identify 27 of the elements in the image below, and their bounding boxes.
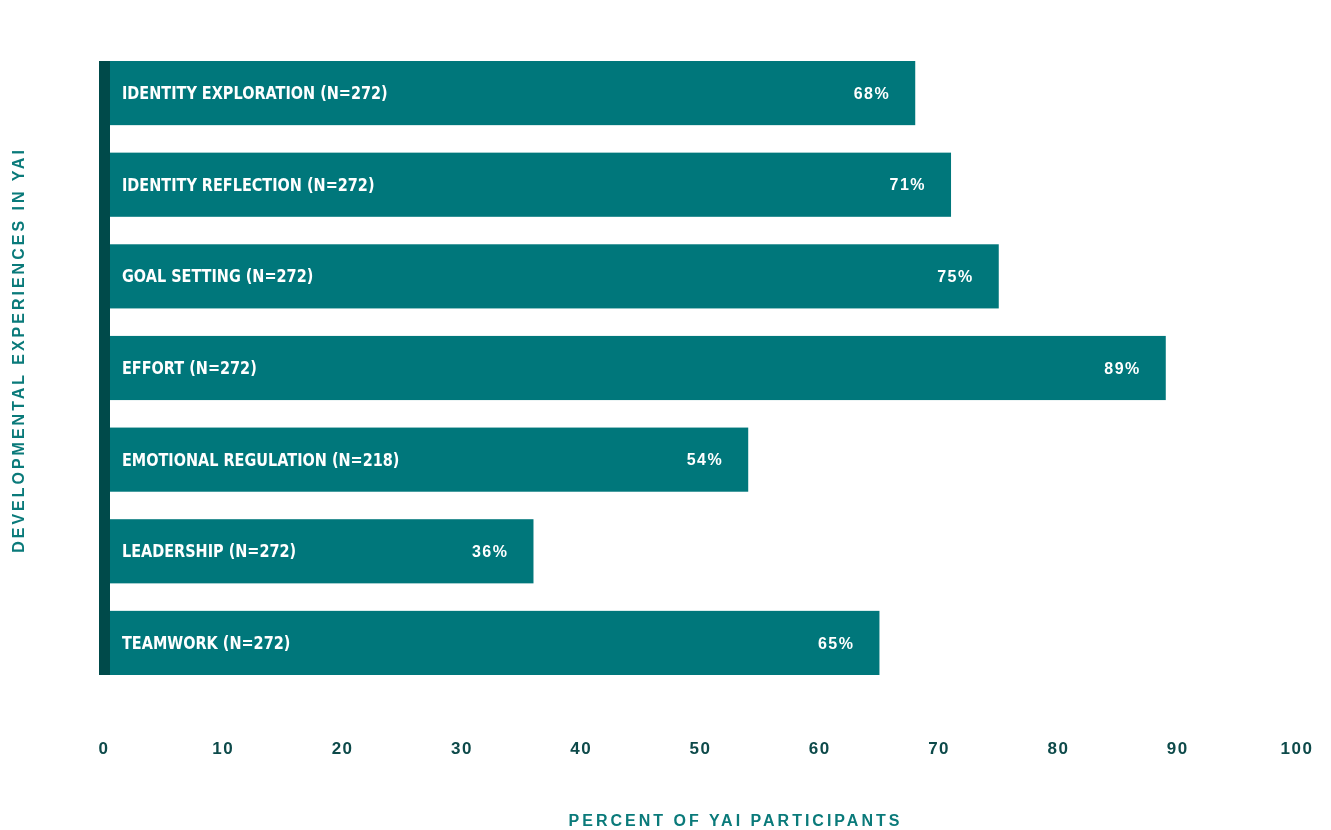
y-tick-label: LEADERSHIP (N=272) [122,541,297,562]
x-tick-label: 40 [570,739,593,758]
x-tick-label: 80 [1047,739,1070,758]
y-tick-label: EFFORT (N=272) [122,357,257,379]
data-label: 65% [817,634,855,652]
x-tick-label: 20 [331,739,354,758]
x-tick-label: 50 [689,739,712,758]
data-label: 54% [686,451,724,469]
data-label: 89% [1104,359,1141,377]
y-tick-label: IDENTITY EXPLORATION (N=272) [122,82,388,104]
y-tick-label: TEAMWORK (N=272) [122,632,291,654]
x-tick-label: 0 [98,739,110,758]
data-label: 75% [937,267,974,285]
data-label: 68% [853,84,891,102]
x-tick-label: 100 [1280,739,1314,758]
y-tick-label: GOAL SETTING (N=272) [122,266,314,287]
data-label: 36% [471,542,509,560]
x-tick-label: 60 [808,739,831,758]
y-axis-title: DEVELOPMENTAL EXPERIENCES IN YAI [10,147,27,553]
data-label: 71% [889,176,927,194]
x-tick-label: 10 [212,739,235,758]
x-tick-label: 90 [1166,739,1189,758]
x-tick-label: 30 [450,739,473,758]
x-tick-label: 70 [928,739,951,758]
x-axis-title: PERCENT OF YAI PARTICIPANTS [568,812,903,829]
y-tick-label: EMOTIONAL REGULATION (N=218) [122,449,400,470]
y-tick-label: IDENTITY REFLECTION (N=272) [122,174,375,195]
